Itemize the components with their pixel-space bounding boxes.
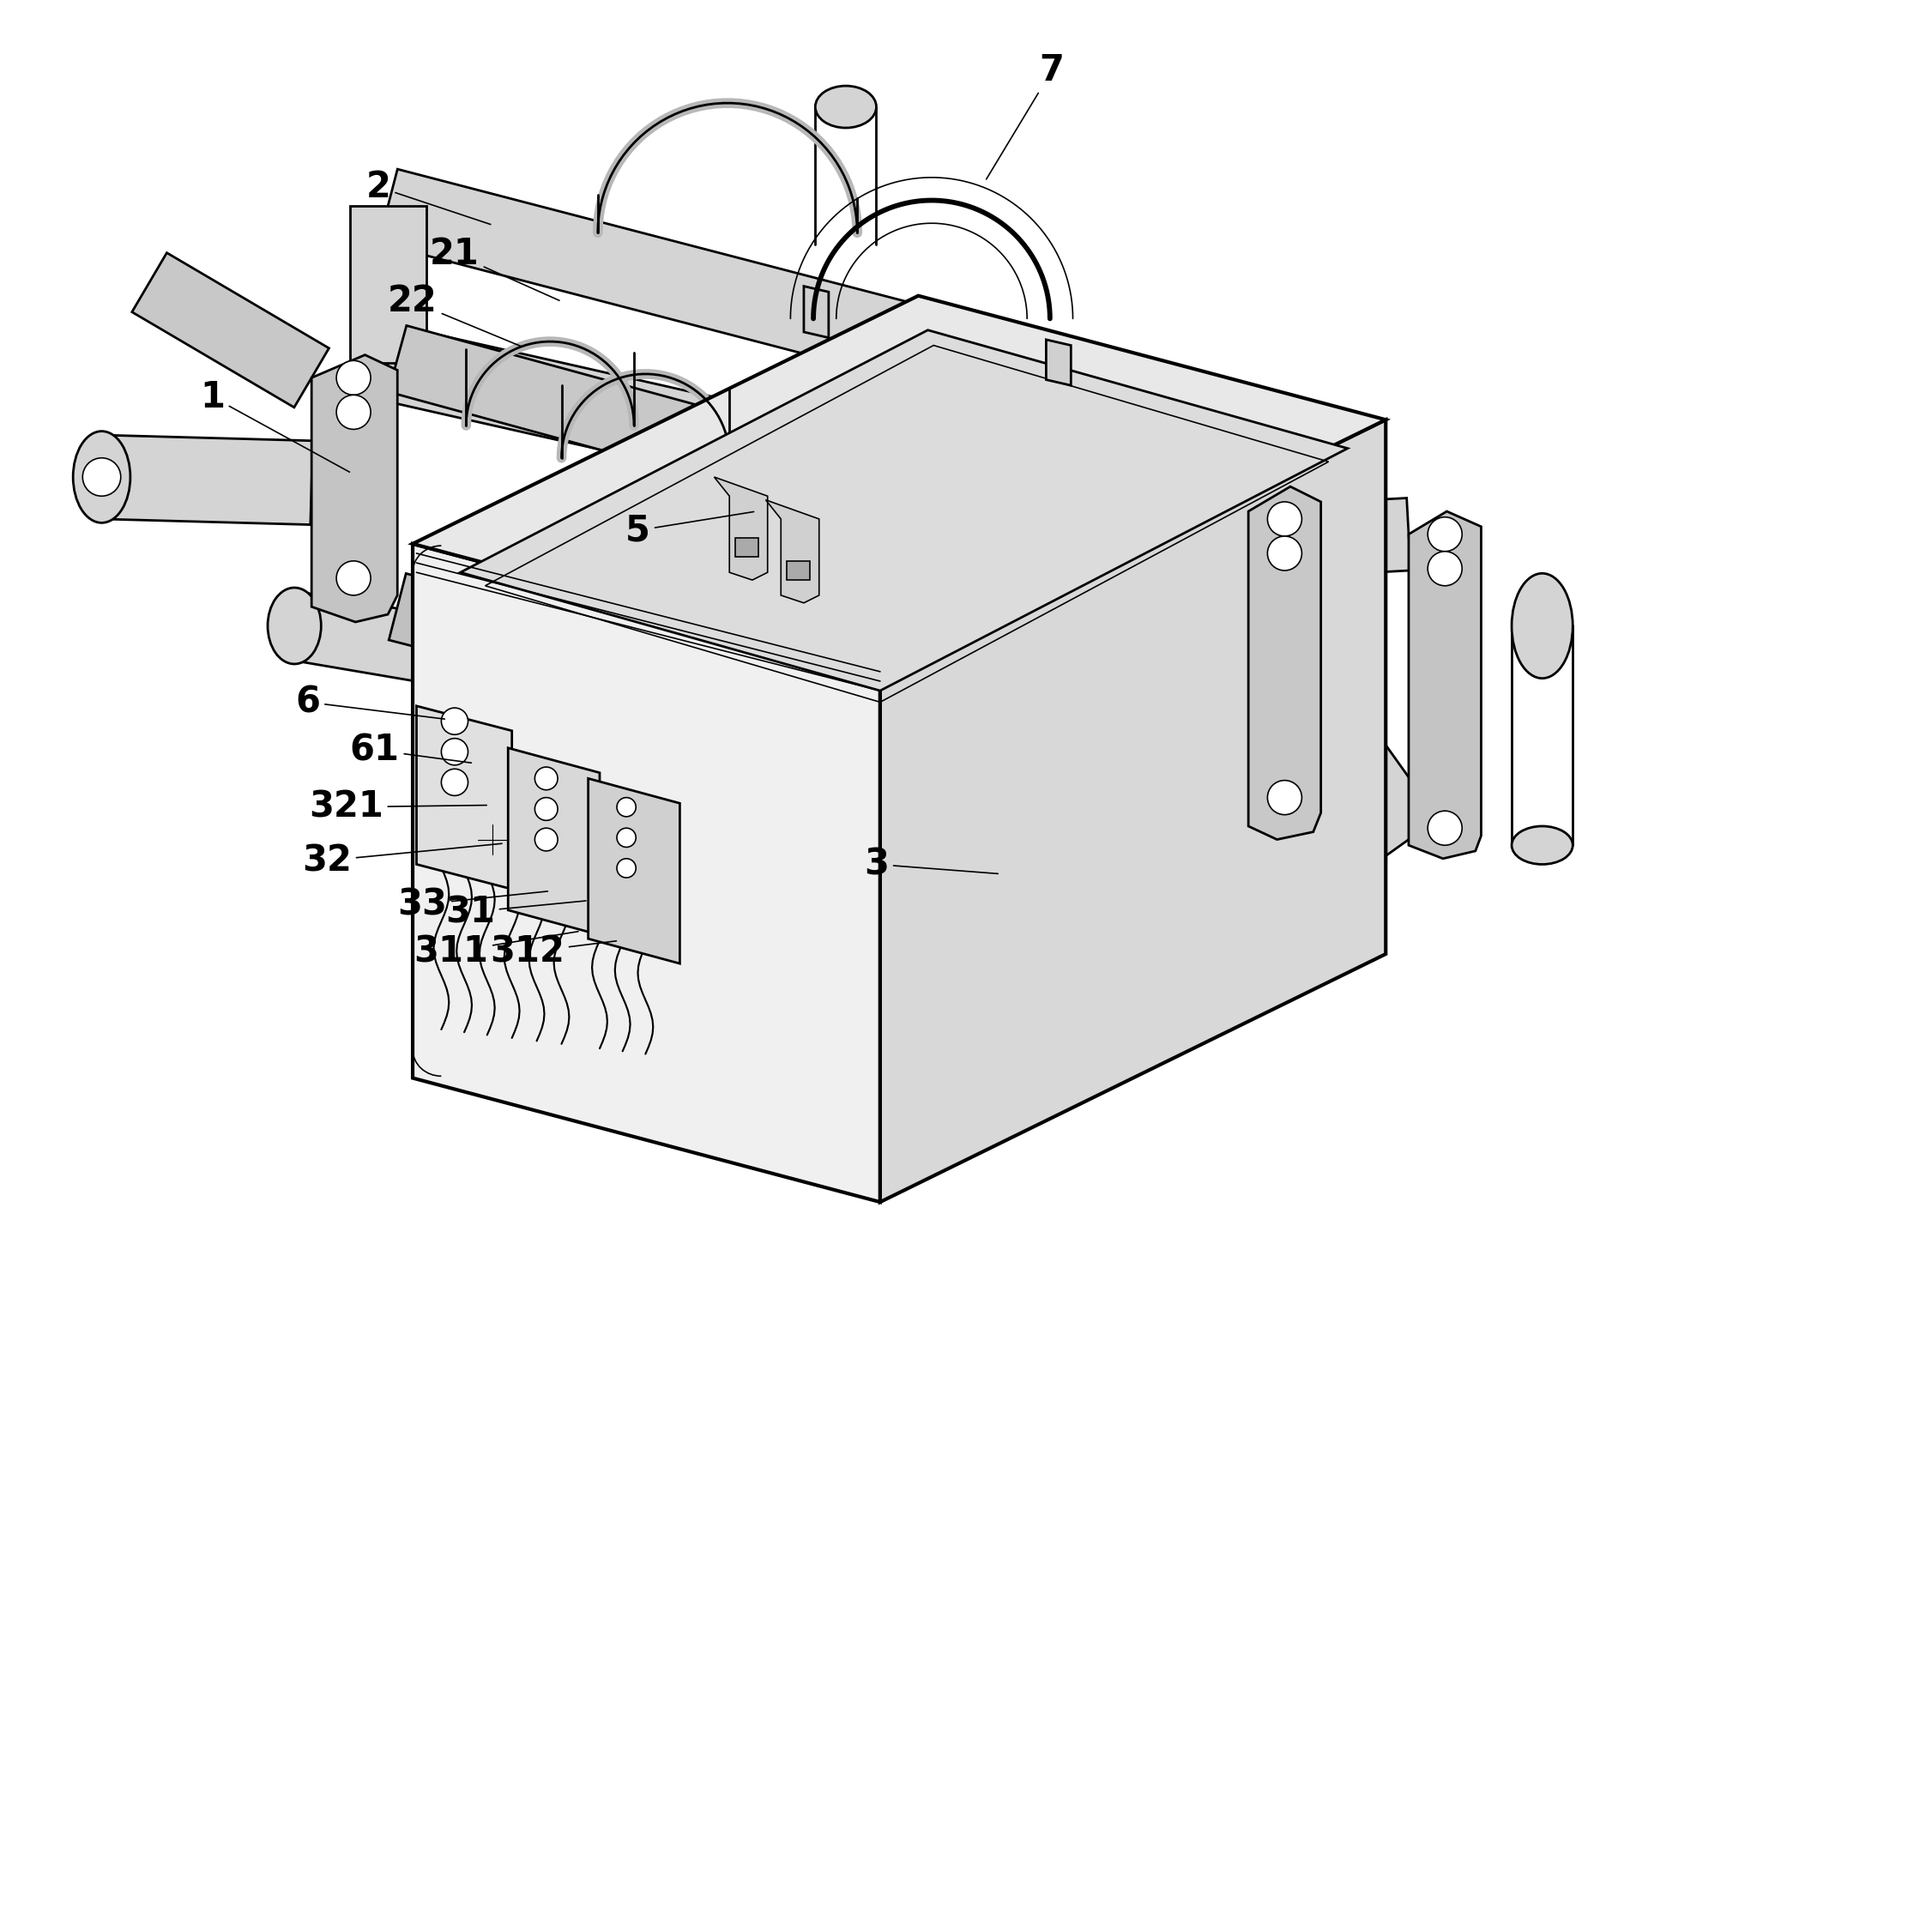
- Bar: [736, 538, 757, 557]
- Ellipse shape: [1511, 826, 1573, 864]
- Polygon shape: [1248, 487, 1321, 840]
- Text: 3: 3: [864, 847, 999, 881]
- Circle shape: [336, 361, 371, 395]
- Polygon shape: [379, 324, 1208, 584]
- Ellipse shape: [1511, 572, 1573, 679]
- Circle shape: [440, 738, 468, 765]
- Text: 61: 61: [350, 733, 471, 767]
- Circle shape: [1428, 517, 1463, 551]
- Circle shape: [1267, 502, 1302, 536]
- Polygon shape: [1169, 525, 1437, 861]
- Circle shape: [336, 395, 371, 429]
- Polygon shape: [804, 286, 829, 338]
- Polygon shape: [311, 355, 398, 622]
- Circle shape: [616, 859, 636, 878]
- Polygon shape: [388, 326, 895, 525]
- Text: 32: 32: [301, 843, 502, 878]
- Polygon shape: [100, 435, 313, 525]
- Circle shape: [1267, 780, 1302, 815]
- Text: 22: 22: [388, 284, 522, 347]
- Text: 5: 5: [626, 511, 753, 548]
- Polygon shape: [715, 477, 767, 580]
- Text: 312: 312: [491, 935, 616, 969]
- Text: 1: 1: [199, 380, 350, 471]
- Circle shape: [1267, 536, 1302, 570]
- Polygon shape: [1045, 340, 1070, 385]
- Circle shape: [1428, 811, 1463, 845]
- Circle shape: [535, 798, 558, 820]
- Polygon shape: [881, 458, 1204, 580]
- Polygon shape: [288, 591, 1254, 822]
- Circle shape: [616, 828, 636, 847]
- Polygon shape: [413, 296, 1385, 668]
- Text: 33: 33: [398, 887, 547, 922]
- Text: 321: 321: [309, 790, 487, 824]
- Ellipse shape: [815, 86, 877, 128]
- Text: 311: 311: [413, 931, 578, 969]
- Polygon shape: [379, 170, 1094, 424]
- Text: 7: 7: [987, 53, 1065, 179]
- Bar: [786, 561, 810, 580]
- Polygon shape: [508, 748, 599, 935]
- Circle shape: [440, 769, 468, 796]
- Text: 31: 31: [444, 895, 585, 929]
- Ellipse shape: [269, 588, 321, 664]
- Text: 21: 21: [429, 237, 560, 300]
- Ellipse shape: [73, 431, 129, 523]
- Polygon shape: [131, 252, 328, 408]
- Polygon shape: [881, 420, 1385, 1202]
- Polygon shape: [413, 544, 881, 1202]
- Circle shape: [336, 561, 371, 595]
- Polygon shape: [388, 574, 1258, 859]
- Circle shape: [466, 813, 520, 866]
- Circle shape: [616, 798, 636, 817]
- Circle shape: [535, 828, 558, 851]
- Polygon shape: [1196, 498, 1410, 582]
- Polygon shape: [1408, 511, 1482, 859]
- Polygon shape: [587, 778, 680, 964]
- Polygon shape: [460, 330, 1349, 691]
- Polygon shape: [417, 706, 512, 889]
- Text: 2: 2: [365, 170, 491, 225]
- Polygon shape: [350, 206, 427, 363]
- Polygon shape: [765, 500, 819, 603]
- Text: 6: 6: [296, 685, 444, 719]
- Circle shape: [1428, 551, 1463, 586]
- Circle shape: [440, 708, 468, 735]
- Circle shape: [83, 458, 122, 496]
- Circle shape: [535, 767, 558, 790]
